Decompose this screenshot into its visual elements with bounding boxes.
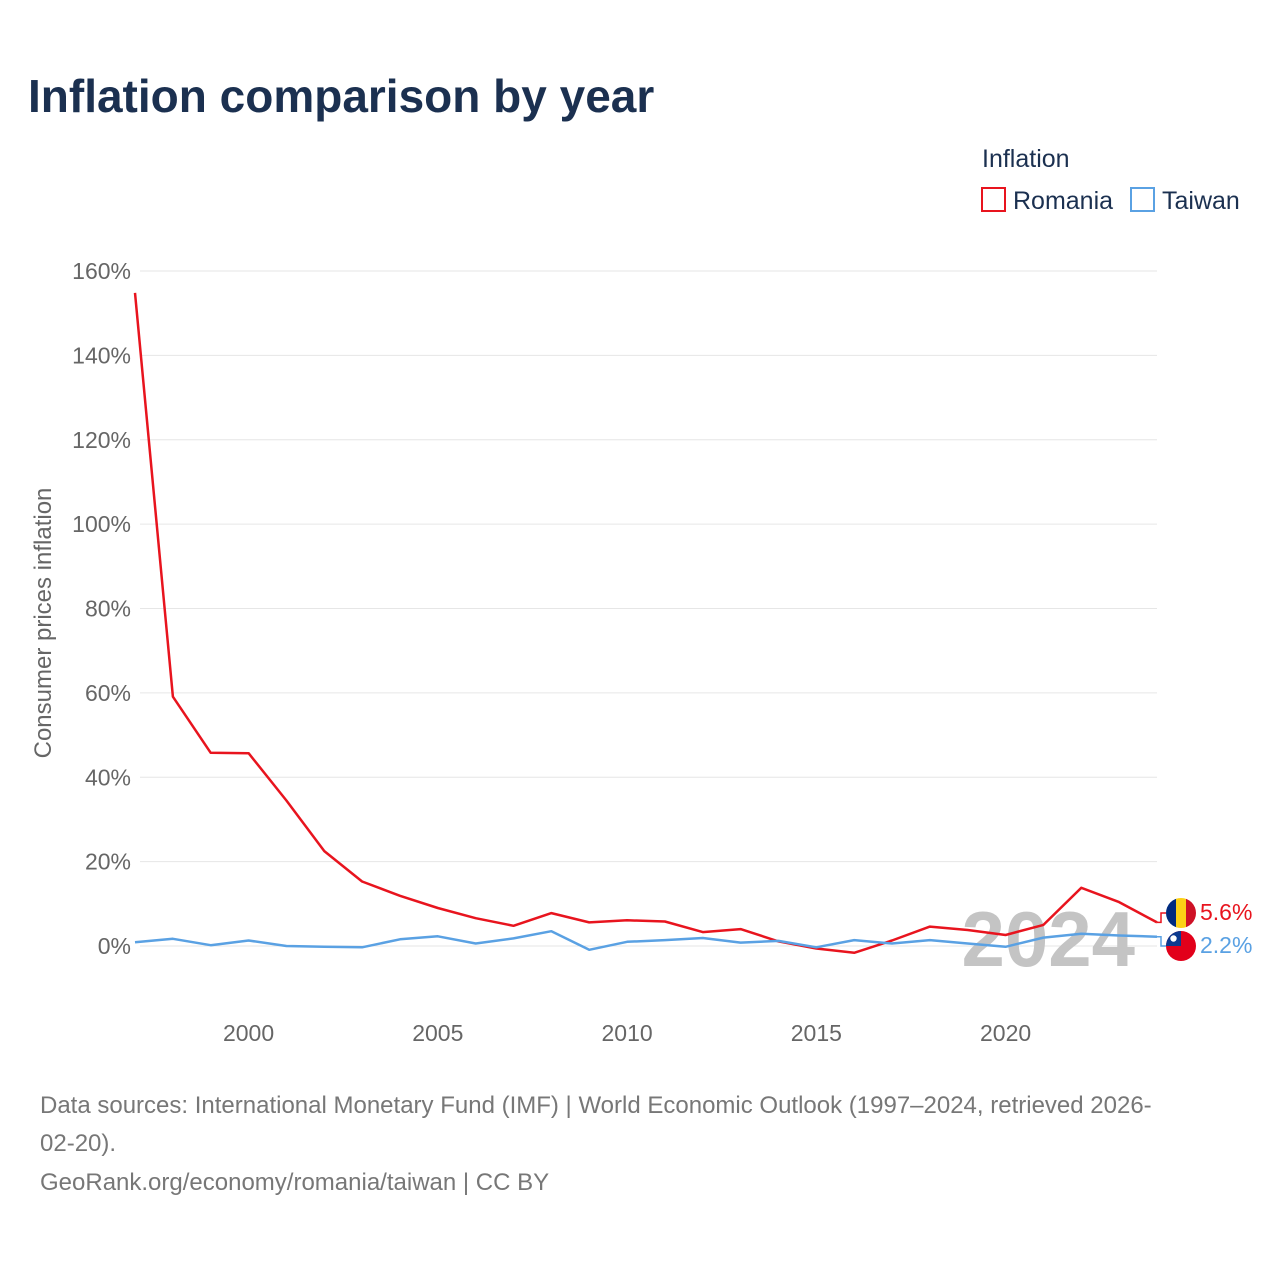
legend-title: Inflation [982,145,1070,173]
x-tick-label: 2020 [980,1020,1031,1046]
end-labels: 5.6% 2.2% [1157,898,1252,961]
series-lines [133,292,1158,955]
y-tick-label: 100% [72,511,131,537]
chart-title: Inflation comparison by year [28,70,654,122]
y-tick-label: 40% [85,764,131,790]
legend-swatch-taiwan [1130,187,1155,212]
y-axis-label: Consumer prices inflation [30,488,57,759]
series-line-taiwan [134,929,1158,952]
source-line-2: 02-20). [40,1130,116,1157]
x-tick-label: 2005 [412,1020,463,1046]
legend-swatch-romania [981,187,1006,212]
y-tick-label: 80% [85,596,131,622]
x-tick-label: 2000 [223,1020,274,1046]
end-connector-taiwan [1157,935,1166,947]
x-tick-label: 2010 [601,1020,652,1046]
legend-item-romania[interactable]: Romania [981,187,1113,215]
y-tick-label: 140% [72,342,131,368]
y-axis-ticks: 0% 20% 40% 60% 80% 100% 120% 140% 160% [72,258,131,959]
taiwan-flag-icon [1166,931,1196,961]
y-tick-label: 0% [98,933,131,959]
y-tick-label: 160% [72,258,131,284]
x-axis-ticks: 2000 2005 2010 2015 2020 [223,1020,1031,1046]
legend-label-romania: Romania [1013,187,1113,215]
attribution-link[interactable]: GeoRank.org/economy/romania/taiwan | CC … [40,1169,549,1196]
grid [140,270,1157,947]
legend-label-taiwan: Taiwan [1162,187,1240,215]
legend-item-taiwan[interactable]: Taiwan [1130,187,1240,215]
year-watermark: 2024 [961,895,1135,983]
series-line-romania [133,292,1158,955]
legend: Inflation Romania Taiwan [981,145,1240,215]
end-value-label-romania: 5.6% [1200,899,1252,925]
y-tick-label: 20% [85,849,131,875]
source-footer: Data sources: International Monetary Fun… [40,1092,1152,1196]
source-line-1: Data sources: International Monetary Fun… [40,1092,1152,1119]
y-tick-label: 60% [85,680,131,706]
end-value-label-taiwan: 2.2% [1200,932,1252,958]
x-tick-label: 2015 [791,1020,842,1046]
y-tick-label: 120% [72,427,131,453]
end-connector-romania [1157,912,1166,924]
romania-flag-icon [1166,898,1196,928]
